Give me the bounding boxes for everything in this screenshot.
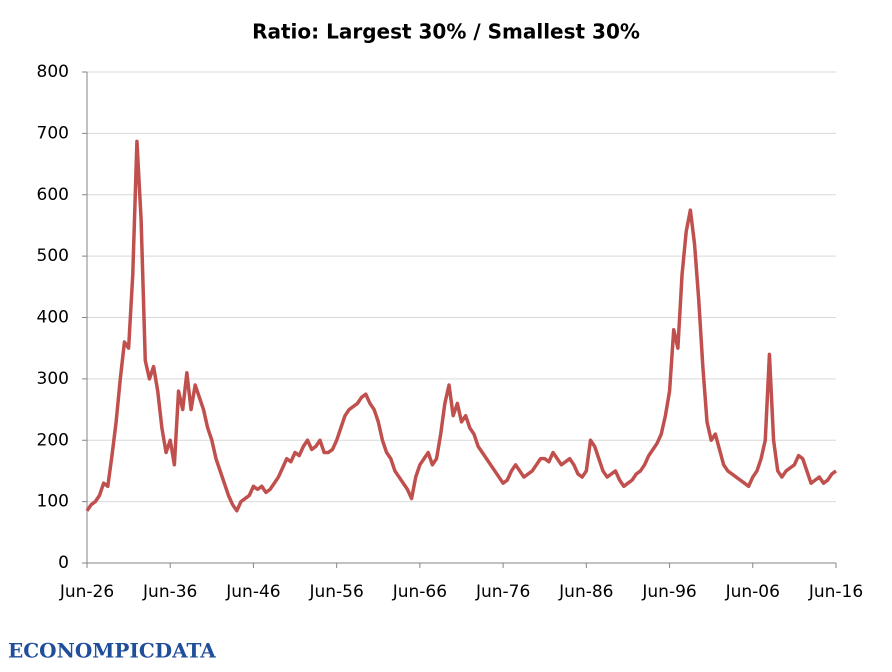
y-tick-label: 600 (37, 185, 69, 205)
watermark: ECONOMPICDATA (8, 639, 216, 663)
y-tick-label: 200 (37, 430, 69, 450)
y-tick-label: 100 (37, 492, 69, 512)
y-tick-label: 400 (37, 308, 69, 328)
y-tick-label: 800 (37, 62, 69, 82)
y-tick-label: 300 (37, 369, 69, 389)
x-tick-label: Jun-16 (808, 582, 863, 602)
x-tick-label: Jun-06 (725, 582, 780, 602)
data-line (85, 139, 838, 513)
y-tick-label: 0 (58, 553, 69, 573)
x-tick-label: Jun-66 (392, 582, 447, 602)
y-tick-label: 700 (37, 123, 69, 143)
x-tick-label: Jun-86 (558, 582, 613, 602)
chart-title: Ratio: Largest 30% / Smallest 30% (252, 20, 640, 44)
x-tick-label: Jun-56 (308, 582, 363, 602)
x-tick-label: Jun-36 (142, 582, 197, 602)
y-tick-label: 500 (37, 246, 69, 266)
x-tick-label: Jun-26 (59, 582, 114, 602)
x-tick-label: Jun-76 (475, 582, 530, 602)
x-tick-label: Jun-46 (225, 582, 280, 602)
x-tick-label: Jun-96 (641, 582, 696, 602)
